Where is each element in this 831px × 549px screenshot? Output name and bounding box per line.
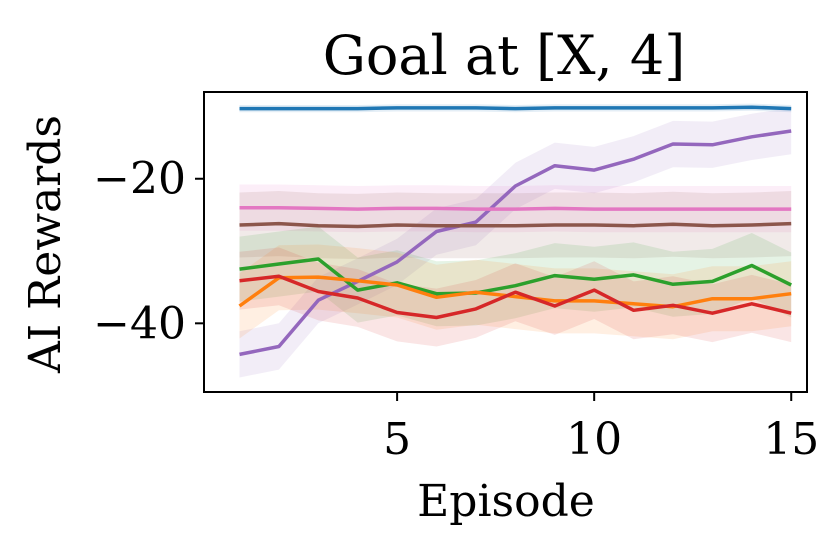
chart-title: Goal at [X, 4] — [323, 24, 686, 87]
x-axis-label: Episode — [417, 476, 595, 527]
x-tick-label: 5 — [383, 414, 411, 465]
series-6-line — [239, 274, 792, 320]
series-4-band — [239, 226, 792, 327]
series-lines — [238, 105, 792, 357]
series-1-band — [239, 107, 792, 378]
series-3-line — [239, 221, 792, 229]
x-tick-label: 15 — [763, 414, 819, 465]
x-tick-label: 10 — [566, 414, 622, 465]
series-0-line — [239, 105, 792, 111]
series-2-line — [239, 205, 792, 211]
y-tick-label: −40 — [93, 298, 186, 349]
series-4-line — [239, 257, 792, 296]
plot-area-frame — [203, 91, 808, 393]
x-axis-ticks: 5 10 15 — [383, 392, 819, 465]
y-axis-ticks: −20 −40 — [93, 154, 204, 349]
y-axis-label: AI Rewards — [20, 115, 71, 374]
series-5-line — [238, 275, 792, 309]
y-tick-label: −20 — [93, 154, 186, 205]
